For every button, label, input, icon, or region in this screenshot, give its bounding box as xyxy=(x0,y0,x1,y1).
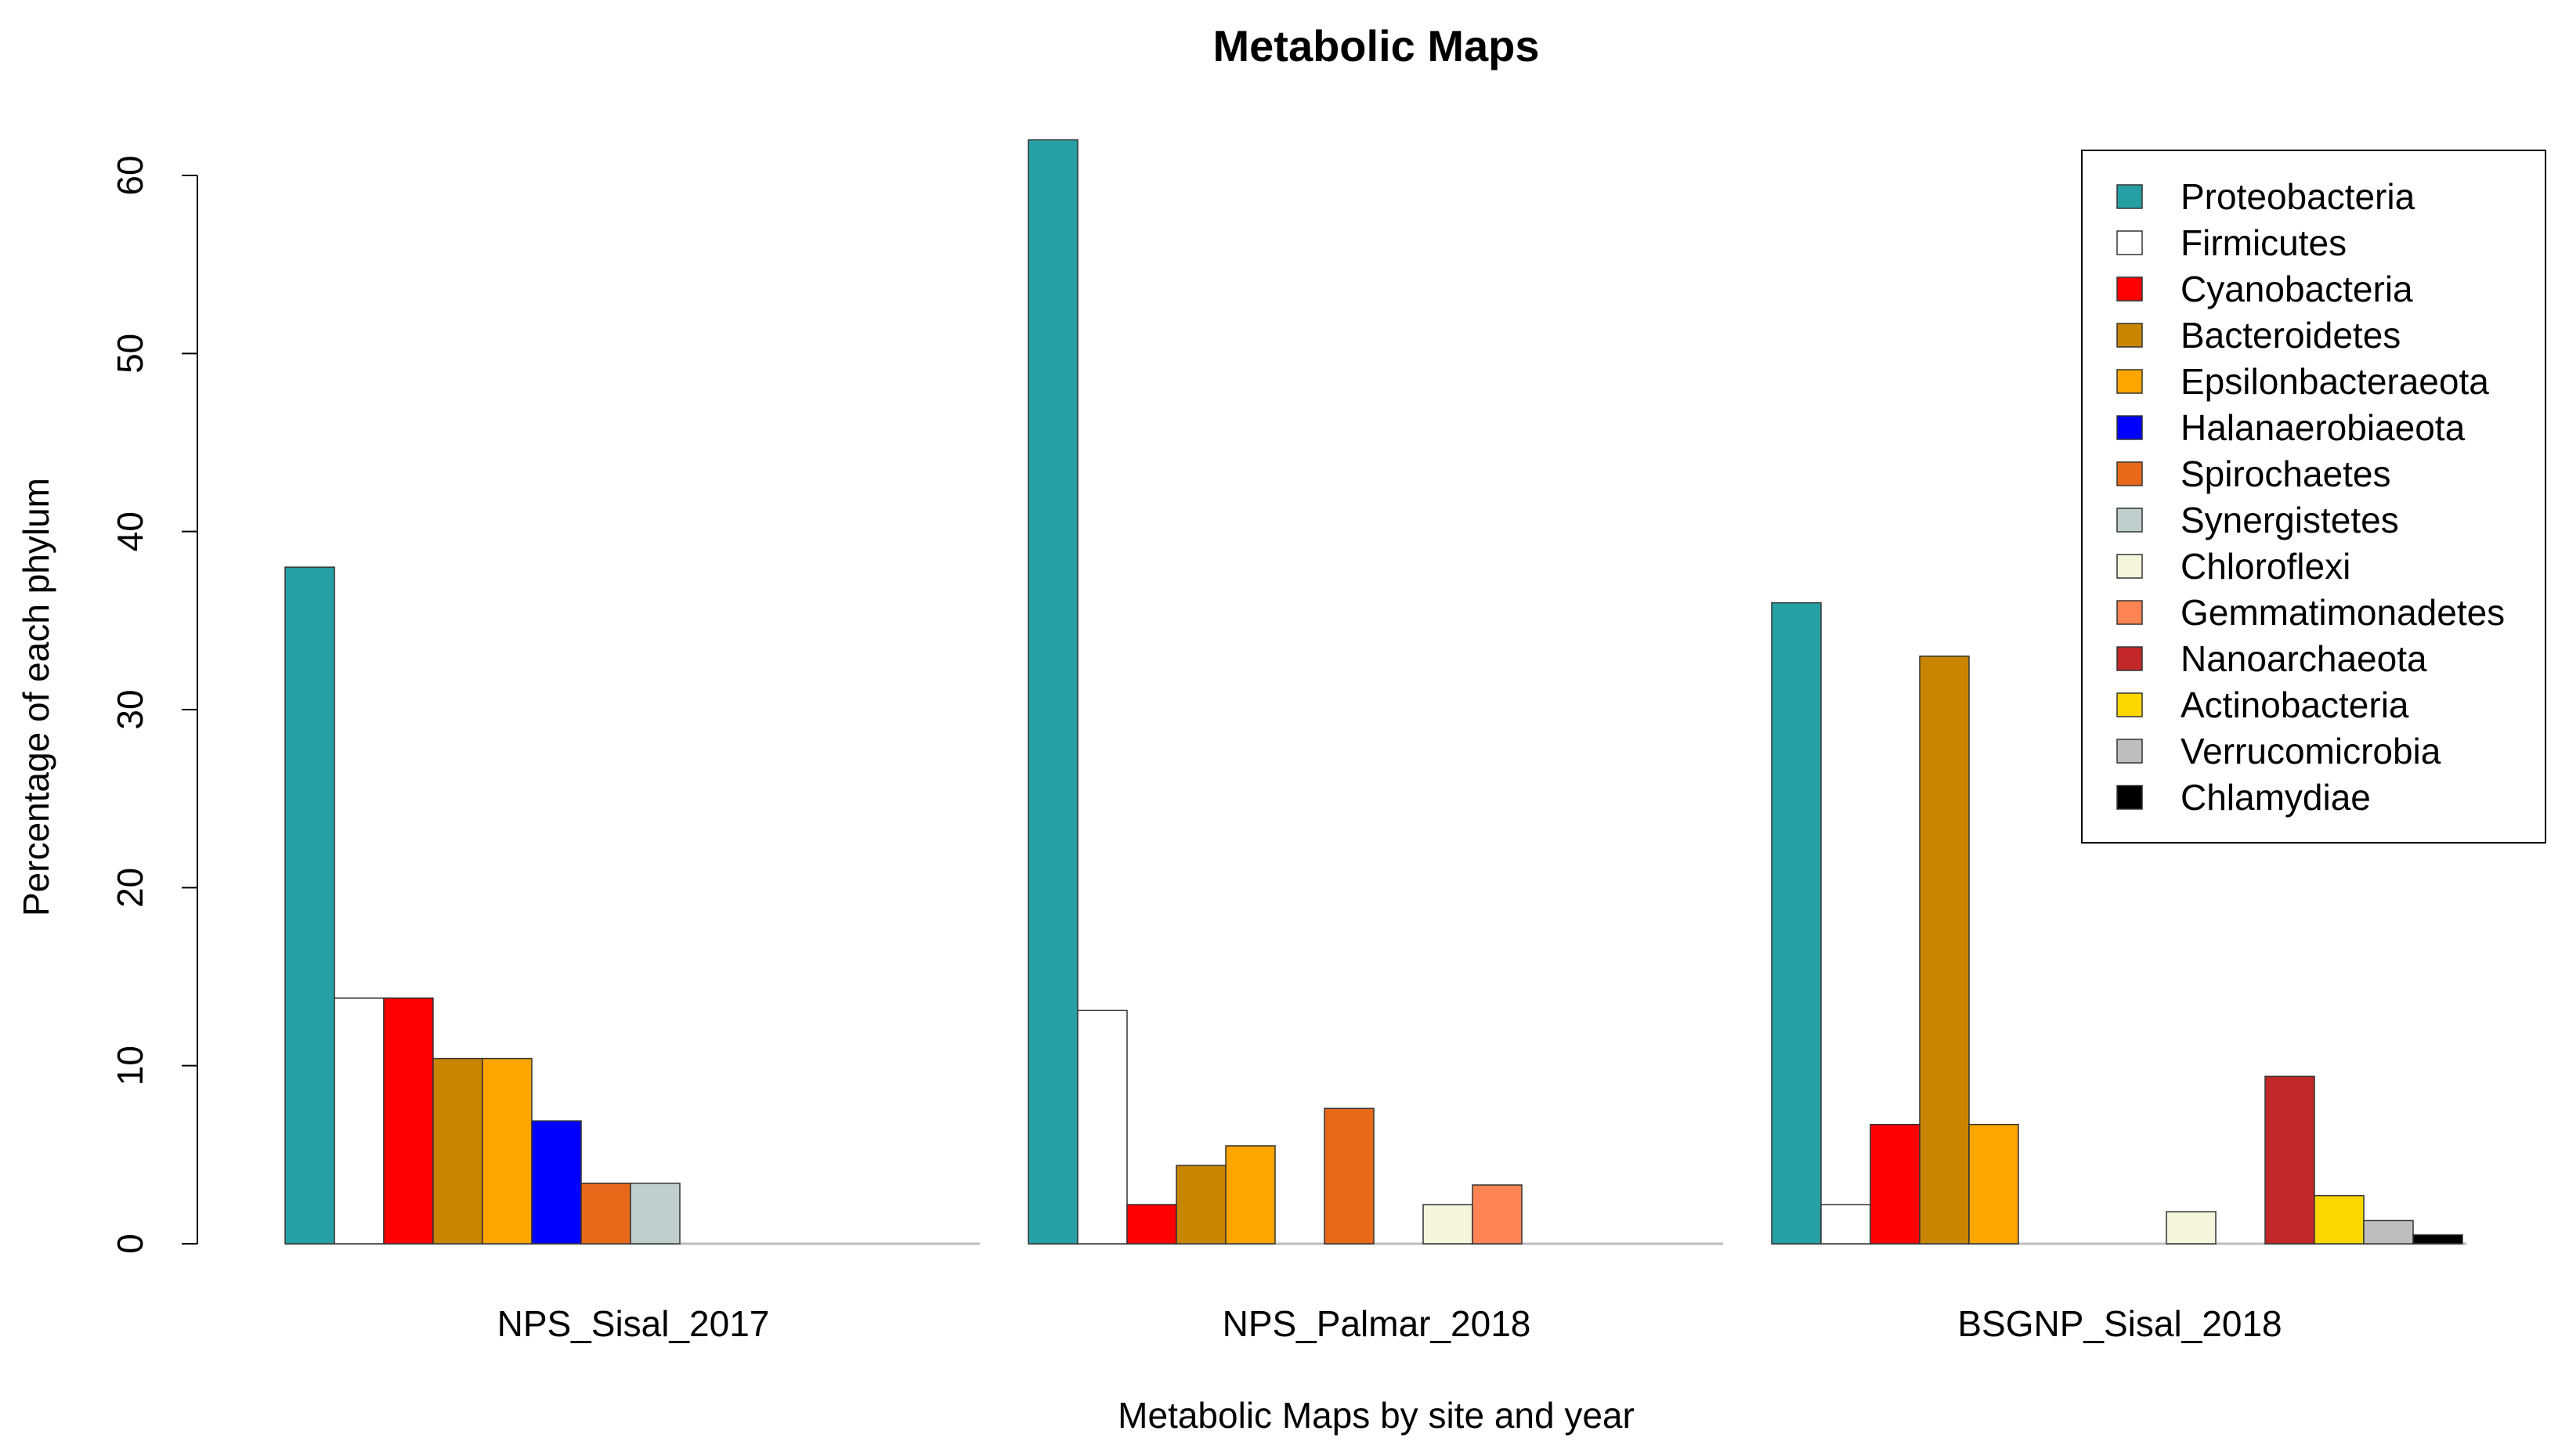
y-axis: 0 10 20 30 40 50 60 xyxy=(110,155,198,1254)
bar-groups xyxy=(284,139,2466,1245)
bar xyxy=(531,1120,582,1245)
legend-swatch xyxy=(2116,646,2143,671)
legend-label: Halanaerobiaeota xyxy=(2181,407,2466,448)
y-tick-label: 40 xyxy=(110,511,150,551)
bar xyxy=(2363,1219,2414,1245)
legend-label: Firmicutes xyxy=(2181,222,2347,263)
legend-label: Gemmatimonadetes xyxy=(2181,592,2505,633)
bar xyxy=(1968,1123,2019,1245)
bar xyxy=(1820,1204,1871,1245)
bar xyxy=(432,1057,483,1245)
bar xyxy=(1870,1123,1920,1245)
legend-swatch xyxy=(2116,739,2143,764)
bar xyxy=(630,1182,681,1245)
bar xyxy=(1176,1165,1227,1245)
legend: Proteobacteria Firmicutes Cyanobacteria Bac… xyxy=(2081,150,2546,844)
bar xyxy=(1771,602,1822,1245)
bar-group xyxy=(1028,139,1723,1245)
legend-label: Proteobacteria xyxy=(2181,176,2415,217)
legend-label: Synergistetes xyxy=(2181,500,2399,540)
x-tick-label: NPS_Sisal_2017 xyxy=(497,1303,770,1344)
bar xyxy=(1126,1204,1177,1245)
bar xyxy=(1225,1145,1276,1245)
chart-title: Metabolic Maps xyxy=(1213,21,1540,70)
bar xyxy=(1422,1204,1473,1245)
y-tick-label: 50 xyxy=(110,334,150,374)
y-tick-label: 20 xyxy=(110,868,150,908)
bar xyxy=(1919,656,1970,1245)
x-axis-label: Metabolic Maps by site and year xyxy=(1118,1395,1635,1436)
bar xyxy=(2412,1234,2463,1245)
legend-swatch xyxy=(2116,554,2143,579)
legend-label: Cyanobacteria xyxy=(2181,269,2413,309)
bar xyxy=(1028,139,1079,1245)
legend-swatch xyxy=(2116,600,2143,625)
legend-box xyxy=(2081,150,2546,844)
x-tick-label: NPS_Palmar_2018 xyxy=(1223,1303,1531,1344)
legend-swatch xyxy=(2116,369,2143,394)
bar xyxy=(2264,1075,2315,1245)
bar xyxy=(383,997,434,1245)
legend-swatch xyxy=(2116,184,2143,209)
legend-swatch xyxy=(2116,415,2143,440)
bar xyxy=(2166,1211,2217,1245)
legend-label: Epsilonbacteraeota xyxy=(2181,361,2489,402)
bar xyxy=(1077,1010,1128,1245)
bar-group xyxy=(284,566,980,1245)
x-tick-label: BSGNP_Sisal_2018 xyxy=(1957,1303,2282,1344)
legend-swatch xyxy=(2116,323,2143,348)
legend-swatch xyxy=(2116,230,2143,255)
bar xyxy=(1472,1184,1523,1245)
legend-label: Actinobacteria xyxy=(2181,685,2409,725)
legend-label: Verrucomicrobia xyxy=(2181,731,2441,771)
legend-label: Nanoarchaeota xyxy=(2181,638,2427,679)
y-tick-label: 30 xyxy=(110,689,150,729)
y-tick-label: 0 xyxy=(110,1234,150,1254)
legend-swatch xyxy=(2116,692,2143,717)
legend-label: Bacteroidetes xyxy=(2181,315,2401,356)
legend-label: Chloroflexi xyxy=(2181,546,2350,587)
legend-swatch xyxy=(2116,276,2143,302)
x-axis-labels: NPS_Sisal_2017 NPS_Palmar_2018 BSGNP_Sisal… xyxy=(497,1303,2282,1344)
bar xyxy=(482,1057,533,1245)
legend-swatch xyxy=(2116,785,2143,810)
bar xyxy=(580,1182,631,1245)
y-tick-label: 10 xyxy=(110,1046,150,1086)
bar-group xyxy=(1771,602,2466,1245)
legend-label: Spirochaetes xyxy=(2181,453,2391,494)
bar xyxy=(284,566,335,1245)
legend-swatch xyxy=(2116,461,2143,486)
y-tick-label: 60 xyxy=(110,155,150,195)
bar xyxy=(334,997,385,1245)
legend-swatch xyxy=(2116,508,2143,533)
bar xyxy=(1324,1107,1375,1245)
y-axis-label: Percentage of each phylum xyxy=(16,478,56,916)
legend-label: Chlamydiae xyxy=(2181,777,2371,818)
bar xyxy=(2314,1194,2365,1245)
